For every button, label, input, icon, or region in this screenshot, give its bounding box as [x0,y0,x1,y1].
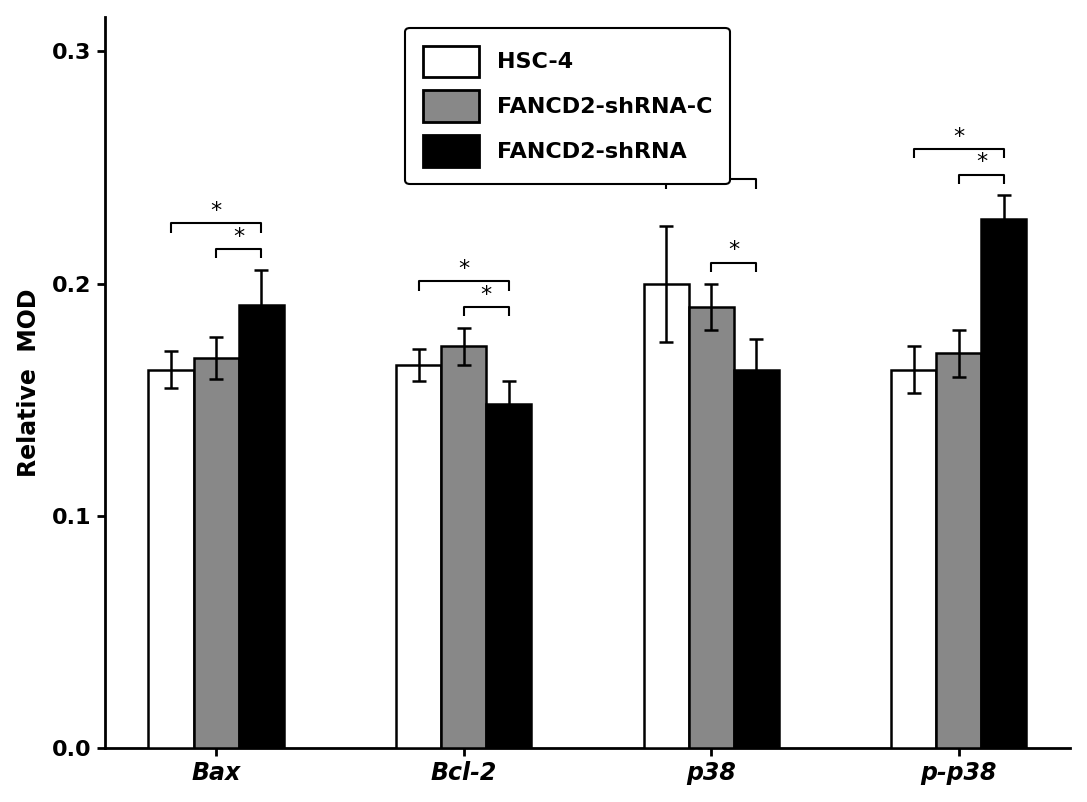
Text: *: * [458,259,470,279]
Bar [891,370,936,748]
Text: *: * [705,157,717,177]
Y-axis label: Relative  MOD: Relative MOD [16,288,40,476]
Bar [644,284,689,748]
Bar [936,354,982,748]
Bar [486,404,532,748]
Bar [193,358,238,748]
Bar [441,346,486,748]
Bar [396,365,441,748]
Text: *: * [976,152,987,172]
Bar [689,307,734,748]
Bar [149,370,193,748]
Bar [734,370,778,748]
Legend: HSC-4, FANCD2-shRNA-C, FANCD2-shRNA: HSC-4, FANCD2-shRNA-C, FANCD2-shRNA [405,28,729,184]
Text: *: * [480,285,491,305]
Bar [238,305,284,748]
Text: *: * [728,241,739,261]
Text: *: * [211,201,222,221]
Bar [982,219,1026,748]
Text: *: * [953,127,964,147]
Text: *: * [233,226,245,246]
